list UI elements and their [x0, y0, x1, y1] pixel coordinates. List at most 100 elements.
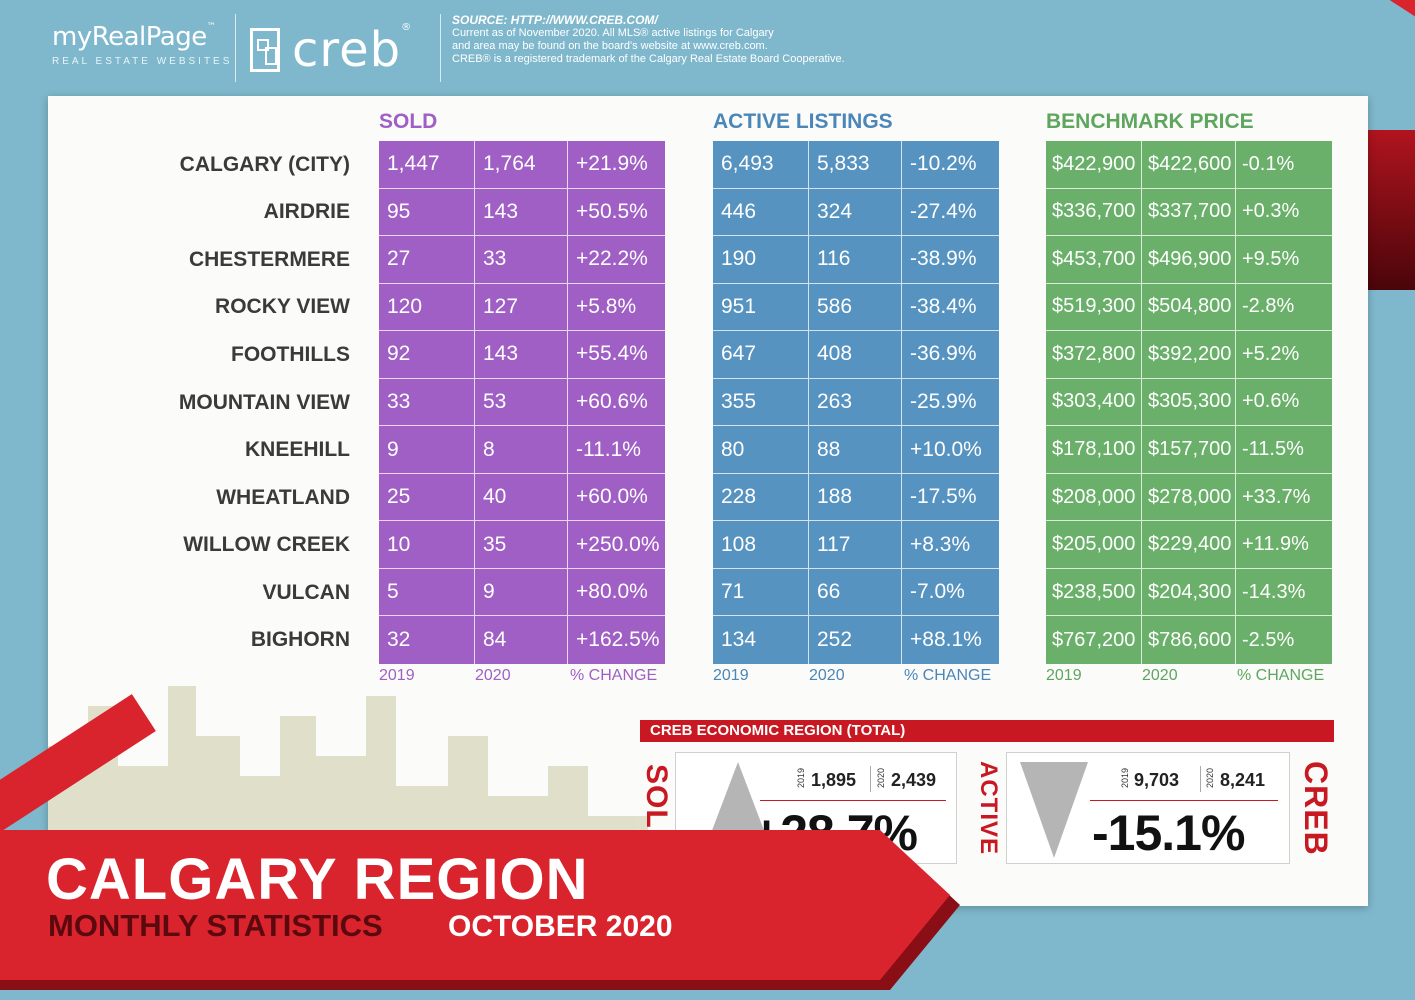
- column-footer: 2020: [809, 667, 845, 684]
- region-label: AIRDRIE: [263, 200, 350, 224]
- header-divider-2: [440, 14, 441, 82]
- table-row: 108 117 +8.3%: [713, 521, 999, 569]
- corner-ribbon: [1212, 0, 1415, 27]
- table-row: 120 127 +5.8%: [379, 283, 665, 332]
- table-cell: 40: [475, 473, 568, 521]
- table-row: $519,300 $504,800 -2.8%: [1046, 283, 1332, 332]
- table-cell: 134: [713, 616, 809, 664]
- table-cell: 92: [379, 331, 475, 378]
- source-line: CREB® is a registered trademark of the C…: [452, 53, 845, 65]
- table-cell: 10: [379, 521, 475, 568]
- table-row: $336,700 $337,700 +0.3%: [1046, 188, 1332, 237]
- table-cell: -38.4%: [910, 294, 977, 318]
- table-cell: $208,000: [1046, 473, 1142, 521]
- table-cell: -2.5%: [1242, 628, 1295, 651]
- bench-table: $422,900 $422,600 -0.1% $336,700 $337,700 +0.…: [1046, 141, 1332, 664]
- table-row: $208,000 $278,000 +33.7%: [1046, 473, 1332, 522]
- region-label: MOUNTAIN VIEW: [178, 390, 350, 414]
- table-cell: 84: [475, 616, 568, 664]
- economic-title: CREB ECONOMIC REGION (TOTAL): [640, 720, 1334, 742]
- table-cell: +0.6%: [1242, 390, 1300, 413]
- table-cell: +0.3%: [1242, 200, 1300, 223]
- table-cell: +88.1%: [910, 628, 982, 652]
- table-cell: 88: [809, 426, 902, 473]
- table-cell: +55.4%: [576, 342, 648, 366]
- table-row: 5 9 +80.0%: [379, 568, 665, 617]
- source-line: Current as of November 2020. All MLS® ac…: [452, 27, 774, 39]
- creb-vertical-label: CREB: [1298, 760, 1334, 856]
- table-row: 95 143 +50.5%: [379, 188, 665, 237]
- source-line: and area may be found on the board's web…: [452, 40, 768, 52]
- brand-name: myRealPage: [52, 22, 207, 52]
- table-cell: 9: [379, 426, 475, 473]
- table-row: 355 263 -25.9%: [713, 378, 999, 427]
- table-cell: 33: [379, 378, 475, 426]
- column-footer: % CHANGE: [570, 667, 658, 684]
- table-row: $372,800 $392,200 +5.2%: [1046, 331, 1332, 379]
- sold-year-2020: 2020: [876, 768, 886, 789]
- table-cell: $336,700: [1046, 188, 1142, 236]
- table-cell: +162.5%: [576, 628, 660, 652]
- active-year-2019: 2019: [1120, 768, 1130, 789]
- column-footer: % CHANGE: [904, 667, 992, 684]
- header-divider: [235, 14, 236, 82]
- table-cell: 143: [475, 331, 568, 378]
- table-cell: -14.3%: [1242, 580, 1306, 603]
- table-cell: $305,300: [1142, 378, 1236, 426]
- table-cell: $178,100: [1046, 426, 1142, 473]
- active-year-2020: 2020: [1205, 768, 1215, 789]
- table-cell: 116: [809, 236, 902, 283]
- table-row: 32 84 +162.5%: [379, 616, 665, 664]
- table-cell: 66: [809, 568, 902, 616]
- region-label: FOOTHILLS: [231, 342, 350, 366]
- table-cell: $786,600: [1142, 616, 1236, 664]
- table-cell: $496,900: [1142, 236, 1236, 283]
- brand-sub: REAL ESTATE WEBSITES: [52, 56, 233, 67]
- table-cell: $229,400: [1142, 521, 1236, 568]
- table-cell: $205,000: [1046, 521, 1142, 568]
- table-cell: +8.3%: [910, 532, 971, 556]
- table-row: 9 8 -11.1%: [379, 426, 665, 474]
- stats-card: SOLD ACTIVE LISTINGS BENCHMARK PRICE CAL…: [48, 96, 1368, 906]
- active-rule: [1090, 800, 1278, 801]
- table-row: 6,493 5,833 -10.2%: [713, 141, 999, 189]
- table-cell: -11.1%: [576, 437, 641, 461]
- table-cell: -7.0%: [910, 580, 965, 604]
- table-row: $422,900 $422,600 -0.1%: [1046, 141, 1332, 189]
- active-vertical-label: ACTIVE: [975, 760, 1002, 855]
- table-cell: $392,200: [1142, 331, 1236, 378]
- source-note: SOURCE: HTTP://WWW.CREB.COM/ Current as …: [452, 14, 845, 66]
- table-cell: 951: [713, 283, 809, 331]
- region-label: CALGARY (CITY): [179, 152, 350, 176]
- table-cell: 32: [379, 616, 475, 664]
- table-cell: +60.0%: [576, 485, 648, 509]
- region-label: WILLOW CREEK: [183, 533, 350, 557]
- table-cell: 71: [713, 568, 809, 616]
- active-title: ACTIVE LISTINGS: [713, 110, 893, 133]
- table-cell: $519,300: [1046, 283, 1142, 331]
- table-cell: 8: [475, 426, 568, 473]
- table-cell: $204,300: [1142, 568, 1236, 616]
- table-cell: +60.6%: [576, 389, 648, 413]
- table-cell: 5: [379, 568, 475, 616]
- table-cell: $453,700: [1046, 236, 1142, 283]
- table-cell: 53: [475, 378, 568, 426]
- table-cell: 188: [809, 473, 902, 521]
- table-row: 33 53 +60.6%: [379, 378, 665, 427]
- table-cell: 355: [713, 378, 809, 426]
- table-cell: $504,800: [1142, 283, 1236, 331]
- table-cell: 80: [713, 426, 809, 473]
- region-label: WHEATLAND: [216, 485, 350, 509]
- table-cell: 95: [379, 188, 475, 236]
- table-cell: +11.9%: [1242, 533, 1309, 556]
- region-label: ROCKY VIEW: [215, 295, 350, 319]
- page-date: OCTOBER 2020: [448, 910, 673, 943]
- table-cell: +250.0%: [576, 532, 660, 556]
- column-footer: 2019: [1046, 667, 1082, 684]
- value-divider: [1200, 766, 1201, 792]
- table-cell: $337,700: [1142, 188, 1236, 236]
- table-row: 951 586 -38.4%: [713, 283, 999, 332]
- table-cell: $157,700: [1142, 426, 1236, 473]
- table-cell: $767,200: [1046, 616, 1142, 664]
- bench-title: BENCHMARK PRICE: [1046, 110, 1254, 133]
